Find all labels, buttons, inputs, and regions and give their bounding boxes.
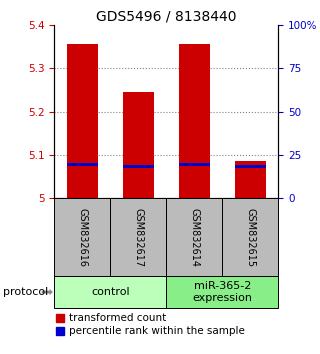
- Text: miR-365-2
expression: miR-365-2 expression: [192, 281, 252, 303]
- Bar: [179, 163, 210, 166]
- Bar: [67, 44, 98, 198]
- Bar: [235, 161, 266, 198]
- Bar: [179, 44, 210, 198]
- Text: GSM832615: GSM832615: [245, 207, 255, 267]
- Text: protocol: protocol: [3, 287, 48, 297]
- Bar: [166, 276, 278, 308]
- Bar: [235, 165, 266, 168]
- Bar: [222, 198, 278, 276]
- Bar: [123, 92, 154, 198]
- Legend: transformed count, percentile rank within the sample: transformed count, percentile rank withi…: [56, 313, 245, 336]
- Bar: [123, 165, 154, 168]
- Bar: [110, 198, 166, 276]
- Bar: [67, 163, 98, 166]
- Text: control: control: [91, 287, 130, 297]
- Bar: [54, 276, 166, 308]
- Title: GDS5496 / 8138440: GDS5496 / 8138440: [96, 10, 237, 24]
- Text: GSM832614: GSM832614: [189, 208, 199, 267]
- Bar: [166, 198, 222, 276]
- Bar: [54, 198, 110, 276]
- Text: GSM832617: GSM832617: [133, 207, 143, 267]
- Text: GSM832616: GSM832616: [77, 208, 87, 267]
